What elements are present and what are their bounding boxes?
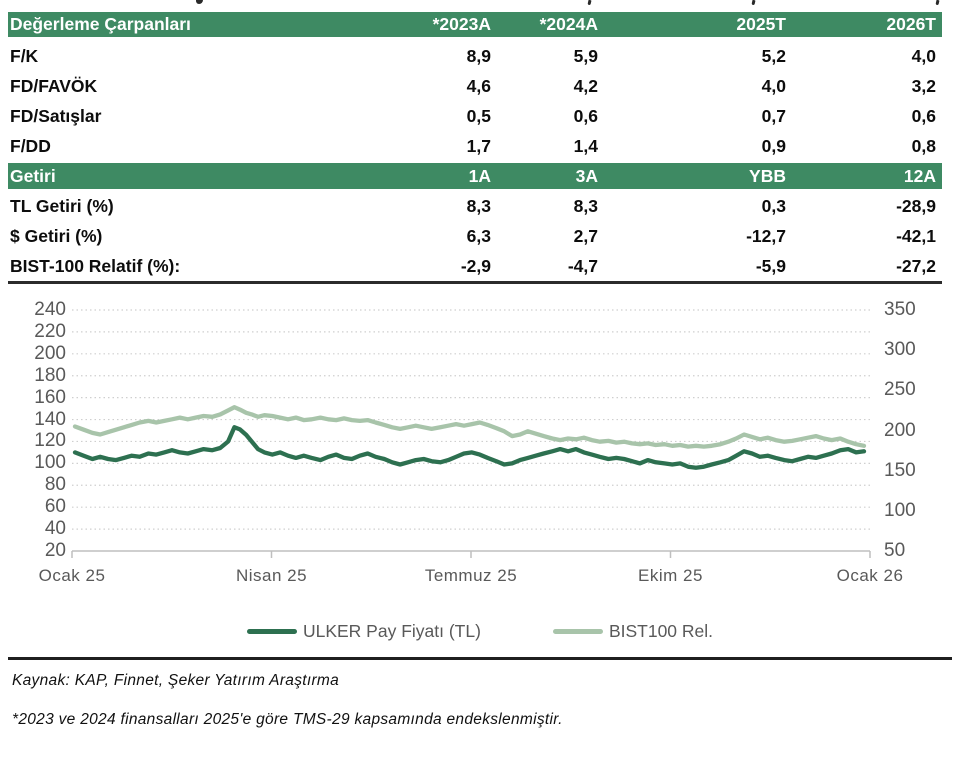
y-axis-left-tick-label: 40 — [44, 518, 66, 540]
table-row: F/K 8,9 5,9 5,2 4,0 — [8, 41, 942, 71]
y-axis-right-tick-label: 200 — [884, 419, 916, 441]
column-header: 3A — [575, 166, 598, 186]
column-header: 12A — [903, 166, 936, 186]
bist100-rel-line — [72, 405, 867, 449]
metric-value: 1,4 — [573, 136, 598, 156]
metric-value: 0,6 — [911, 106, 936, 126]
y-axis-right-tick-label: 100 — [884, 499, 916, 521]
metric-label: FD/Satışlar — [10, 106, 102, 126]
metric-value: -28,9 — [896, 196, 936, 216]
metric-value: 0,3 — [761, 196, 786, 216]
footer-divider — [8, 657, 952, 660]
table-row: FD/FAVÖK 4,6 4,2 4,0 3,2 — [8, 71, 942, 101]
column-header: 1A — [468, 166, 491, 186]
y-axis-left-tick-label: 200 — [34, 342, 66, 364]
y-axis-left-tick-label: 100 — [34, 452, 66, 474]
metric-value: -27,2 — [896, 256, 936, 276]
column-header: *2024A — [539, 14, 598, 34]
y-axis-right-tick-label: 150 — [884, 459, 916, 481]
metric-label: FD/FAVÖK — [10, 76, 98, 96]
table-row: F/DD 1,7 1,4 0,9 0,8 — [8, 131, 942, 161]
metric-value: 6,3 — [466, 226, 491, 246]
ulker-line-swatch — [246, 629, 297, 634]
clipped-text-fragment — [751, 0, 756, 6]
x-axis-tick-label: Temmuz 25 — [424, 566, 518, 585]
metric-value: 4,2 — [573, 76, 598, 96]
table-row: BIST-100 Relatif (%): -2,9 -4,7 -5,9 -27,2 — [8, 251, 942, 281]
table-section-title: Getiri — [10, 166, 56, 186]
column-header: 2025T — [736, 14, 786, 34]
clipped-text-fragment — [196, 0, 203, 4]
y-axis-left-tick-label: 160 — [34, 386, 66, 408]
metric-value: 4,0 — [911, 46, 936, 66]
metric-value: 0,9 — [761, 136, 786, 156]
table-section-title: Değerleme Çarpanları — [10, 14, 191, 34]
valuation-rows: F/K 8,9 5,9 5,2 4,0 FD/FAVÖK 4,6 4,2 4,0 3,2 FD/Sa… — [8, 41, 942, 161]
metric-value: 4,0 — [761, 76, 786, 96]
metric-value: 0,6 — [573, 106, 598, 126]
metric-value: 0,7 — [761, 106, 786, 126]
clipped-text-fragment — [935, 0, 940, 6]
y-axis-right-tick-label: 250 — [884, 379, 916, 401]
valuation-header-row: Değerleme Çarpanları *2023A *2024A 2025T 202… — [8, 12, 942, 37]
y-axis-left-tick-label: 220 — [34, 320, 66, 342]
clipped-text-fragment — [587, 0, 592, 6]
metric-value: -42,1 — [896, 226, 936, 246]
metric-value: 8,3 — [466, 196, 491, 216]
legend-label-ulker: ULKER Pay Fiyatı (TL) — [302, 621, 481, 641]
metric-value: 5,9 — [573, 46, 598, 66]
y-axis-right-tick-label: 300 — [884, 339, 916, 361]
y-axis-left-tick-label: 180 — [34, 364, 66, 386]
metric-value: 2,7 — [573, 226, 598, 246]
metric-label: BIST-100 Relatif (%): — [10, 256, 181, 276]
y-axis-right-tick-label: 350 — [884, 299, 916, 320]
metric-label: F/DD — [10, 136, 51, 156]
chart-canvas — [71, 309, 871, 558]
column-header: YBB — [749, 166, 786, 186]
y-axis-right-tick-label: 50 — [884, 540, 906, 561]
metric-value: -5,9 — [755, 256, 786, 276]
y-axis-left-tick-label: 120 — [34, 430, 66, 452]
returns-rows: TL Getiri (%) 8,3 8,3 0,3 -28,9 $ Getiri (%) 6… — [8, 191, 942, 281]
price-chart: 240 220 200 180 160 140 120 100 80 60 40 20 350 300 25… — [0, 295, 960, 595]
metric-value: 8,9 — [466, 46, 491, 66]
metric-value: 8,3 — [573, 196, 598, 216]
metric-value: 0,5 — [466, 106, 491, 126]
y-axis-left-tick-label: 240 — [34, 299, 66, 320]
footnote: *2023 ve 2024 finansalları 2025'e göre T… — [12, 711, 563, 728]
bist-line-swatch — [552, 629, 603, 634]
metric-value: -12,7 — [746, 226, 786, 246]
valuation-and-returns-table: Değerleme Çarpanları *2023A *2024A 2025T 202… — [8, 12, 942, 284]
legend-item-ulker: ULKER Pay Fiyatı (TL) — [246, 621, 481, 642]
x-axis-tick-label: Ocak 26 — [836, 566, 904, 585]
x-axis-tick-label: Nisan 25 — [235, 566, 308, 585]
metric-value: 1,7 — [466, 136, 491, 156]
legend-item-bist: BIST100 Rel. — [552, 621, 714, 642]
y-axis-left-tick-label: 60 — [44, 496, 66, 518]
x-axis-tick-label: Ekim 25 — [638, 566, 703, 585]
table-row: FD/Satışlar 0,5 0,6 0,7 0,6 — [8, 101, 942, 131]
metric-label: F/K — [10, 46, 39, 66]
metric-value: -2,9 — [460, 256, 491, 276]
legend-label-bist: BIST100 Rel. — [608, 621, 714, 641]
y-axis-left-tick-label: 20 — [44, 540, 66, 561]
metric-label: TL Getiri (%) — [10, 196, 114, 216]
metric-value: 3,2 — [911, 76, 936, 96]
returns-header-row: Getiri 1A 3A YBB 12A — [8, 163, 942, 189]
chart-legend: ULKER Pay Fiyatı (TL) BIST100 Rel. — [0, 621, 960, 642]
table-row: TL Getiri (%) 8,3 8,3 0,3 -28,9 — [8, 191, 942, 221]
x-axis-tick-label: Ocak 25 — [38, 566, 106, 585]
column-header: 2026T — [886, 14, 936, 34]
y-axis-left-tick-label: 140 — [34, 408, 66, 430]
metric-value: -4,7 — [567, 256, 598, 276]
ulker-price-line — [72, 425, 867, 470]
metric-label: $ Getiri (%) — [10, 226, 103, 246]
metric-value: 0,8 — [911, 136, 936, 156]
y-axis-left-tick-label: 80 — [44, 474, 66, 496]
metric-value: 4,6 — [466, 76, 491, 96]
source-note: Kaynak: KAP, Finnet, Şeker Yatırım Araşt… — [12, 672, 340, 689]
column-header: *2023A — [432, 14, 491, 34]
table-row: $ Getiri (%) 6,3 2,7 -12,7 -42,1 — [8, 221, 942, 251]
metric-value: 5,2 — [761, 46, 786, 66]
